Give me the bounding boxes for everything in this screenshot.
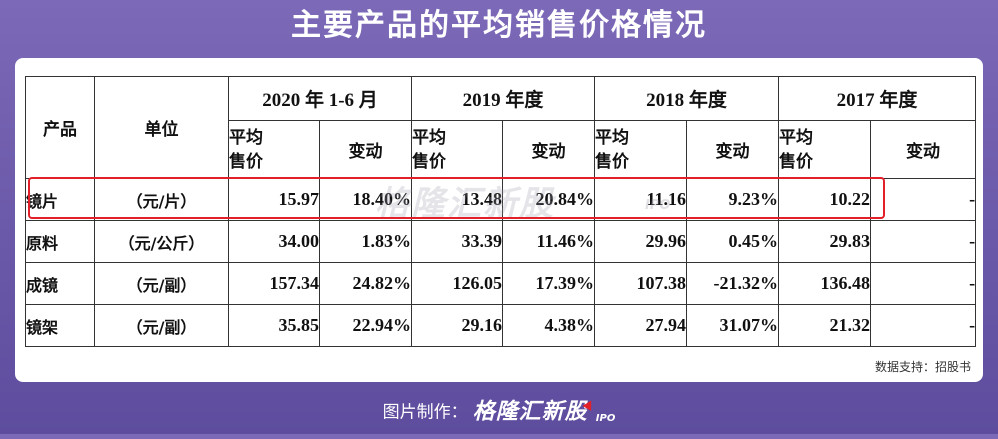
cell-value: 20.84% — [502, 178, 596, 221]
product-name: 镜架 — [25, 304, 95, 347]
brand-logo: 格隆汇新股 — [472, 399, 588, 425]
cell-value: 0.45% — [686, 220, 780, 263]
table-row: 镜架 （元/副） 35.85 22.94% 29.16 4.38% 27.94 … — [25, 304, 977, 347]
cell-value: 33.39 — [411, 220, 504, 263]
header-period-2019: 2019 年度 — [411, 76, 596, 121]
cell-value: 22.94% — [318, 304, 413, 347]
page-title: 主要产品的平均销售价格情况 — [291, 8, 707, 43]
price-table: 产品 单位 2020 年 1-6 月 2019 年度 2018 年度 2017 … — [25, 76, 977, 347]
cell-value: 17.39% — [502, 262, 596, 305]
header-period-2018: 2018 年度 — [594, 76, 780, 121]
header-period-2017: 2017 年度 — [778, 76, 977, 121]
cell-value: - — [870, 220, 977, 263]
product-unit: （元/副） — [94, 304, 229, 347]
cell-value: 15.97 — [228, 178, 320, 221]
cell-value: 11.46% — [502, 220, 596, 263]
cell-value: 13.48 — [411, 178, 504, 221]
header-product: 产品 — [25, 76, 95, 179]
cell-value: - — [870, 178, 977, 221]
cell-value: 21.32 — [778, 304, 872, 347]
cell-value: -21.32% — [686, 262, 780, 305]
header-period-2020h1: 2020 年 1-6 月 — [227, 76, 413, 121]
header-avg-price: 平均 售价 — [228, 120, 320, 179]
cell-value: 31.07% — [686, 304, 780, 347]
cell-value: 29.83 — [778, 220, 872, 263]
cell-value: 10.22 — [778, 178, 872, 221]
cell-value: 27.94 — [594, 304, 688, 347]
header-change: 变动 — [502, 120, 596, 179]
cell-value: 11.16 — [594, 178, 688, 221]
footer-credit: 图片制作： 格隆汇新股 IPO — [0, 392, 998, 432]
cell-value: 157.34 — [228, 262, 320, 305]
cell-value: 24.82% — [318, 262, 413, 305]
credit-label: 图片制作： — [382, 402, 468, 423]
header-avg-price: 平均 售价 — [594, 120, 688, 179]
cell-value: 29.16 — [411, 304, 504, 347]
cell-value: 18.40% — [318, 178, 413, 221]
table-row: 镜片 （元/片） 15.97 18.40% 13.48 20.84% 11.16… — [25, 178, 977, 221]
product-unit: （元/公斤） — [94, 220, 229, 263]
header-change: 变动 — [686, 120, 780, 179]
header-avg-price: 平均 售价 — [778, 120, 872, 179]
table-row: 原料 （元/公斤） 34.00 1.83% 33.39 11.46% 29.96… — [25, 220, 977, 263]
cell-value: 136.48 — [778, 262, 872, 305]
header-change: 变动 — [318, 120, 413, 179]
product-name: 镜片 — [25, 178, 95, 221]
table-row: 成镜 （元/副） 157.34 24.82% 126.05 17.39% 107… — [25, 262, 977, 305]
header-avg-price: 平均 售价 — [411, 120, 504, 179]
product-unit: （元/片） — [94, 178, 229, 221]
cell-value: 35.85 — [228, 304, 320, 347]
cell-value: - — [870, 304, 977, 347]
header-unit: 单位 — [94, 76, 229, 179]
product-unit: （元/副） — [94, 262, 229, 305]
header-change: 变动 — [870, 120, 977, 179]
cell-value: 107.38 — [594, 262, 688, 305]
product-name: 成镜 — [25, 262, 95, 305]
cell-value: 34.00 — [228, 220, 320, 263]
cell-value: 9.23% — [686, 178, 780, 221]
cell-value: - — [870, 262, 977, 305]
cell-value: 4.38% — [502, 304, 596, 347]
cell-value: 29.96 — [594, 220, 688, 263]
brand-ipo: IPO — [595, 413, 616, 424]
table-panel: 产品 单位 2020 年 1-6 月 2019 年度 2018 年度 2017 … — [15, 58, 983, 382]
data-source-note: 数据支持：招股书 — [874, 360, 971, 374]
cell-value: 126.05 — [411, 262, 504, 305]
cell-value: 1.83% — [318, 220, 413, 263]
product-name: 原料 — [25, 220, 95, 263]
